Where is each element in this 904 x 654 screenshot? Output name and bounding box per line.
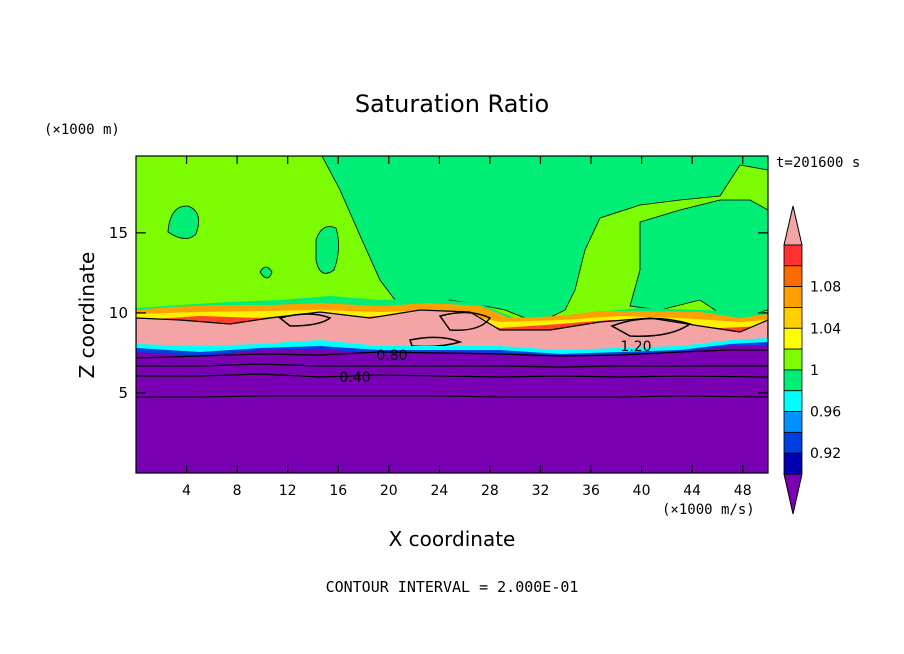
y-axis-ticks: 5 10 15 [109,224,768,402]
contour-line-0.40 [136,373,768,378]
x-tick-label: 8 [233,483,242,499]
contour-line-0.80 [136,349,768,359]
blob-2 [315,226,339,274]
contour-interval-note: CONTOUR INTERVAL = 2.000E-01 [326,578,579,596]
saturation-field [136,156,768,473]
colorbar-segment [783,452,803,475]
contour-labels: 0.40 0.80 1.20 [339,339,651,386]
plot-frame [135,155,769,474]
y-tick-label: 10 [109,304,128,322]
y-axis-unit: (×1000 m) [44,122,120,138]
x-tick-label: 44 [683,483,701,499]
x-tick-label: 12 [279,483,297,499]
blob-1 [167,205,200,239]
region-purple-dry [136,346,768,473]
chart-title: Saturation Ratio [355,90,549,118]
x-tick-label: 48 [734,483,752,499]
colorbar-segment [783,265,803,288]
x-axis-ticks: 4 8 12 16 20 24 28 32 36 40 44 48 [182,156,752,499]
contour-label: 0.80 [376,348,407,364]
x-tick-label: 4 [182,483,191,499]
x-tick-label: 32 [532,483,550,499]
y-tick-label: 15 [109,224,128,242]
x-axis-label: X coordinate [389,527,516,551]
colorbar-segment [783,286,803,308]
colorbar-bottom-arrow [783,473,803,515]
colorbar-segment [783,411,803,433]
colorbar-segment [783,390,803,412]
colorbar: 1.08 1.04 1 0.96 0.92 [783,205,841,515]
colorbar-label: 1.08 [810,280,841,296]
colorbar-segment [783,244,803,267]
pink-inner-2 [438,311,492,331]
colorbar-label: 1.04 [810,321,841,337]
y-tick-label: 5 [118,384,128,402]
y-axis-label: Z coordinate [75,252,99,379]
pink-inner-3 [610,317,692,337]
colorbar-segment [783,431,803,454]
contour-line-0.20 [136,395,768,398]
colorbar-top-arrow [783,205,803,246]
x-tick-label: 24 [430,483,448,499]
colorbar-segment [783,327,803,350]
contour-label: 1.20 [620,339,651,355]
x-tick-label: 40 [633,483,651,499]
time-label: t=201600 s [776,155,860,171]
pink-inner-1 [278,313,332,327]
contour-label: 0.40 [339,370,370,386]
blob-3 [259,266,273,279]
x-axis-unit: (×1000 m/s) [662,502,755,518]
colorbar-segment [783,369,803,392]
colorbar-label: 0.92 [810,446,841,462]
x-tick-label: 16 [329,483,347,499]
region-spring-green-center [321,156,768,321]
colorbar-label: 1 [810,363,819,379]
x-tick-label: 36 [582,483,600,499]
x-tick-label: 20 [380,483,398,499]
colorbar-segment [783,348,803,371]
colorbar-label: 0.96 [810,405,841,421]
contour-line-0.60 [136,363,768,368]
colorbar-segment [783,307,803,329]
x-tick-label: 28 [481,483,499,499]
